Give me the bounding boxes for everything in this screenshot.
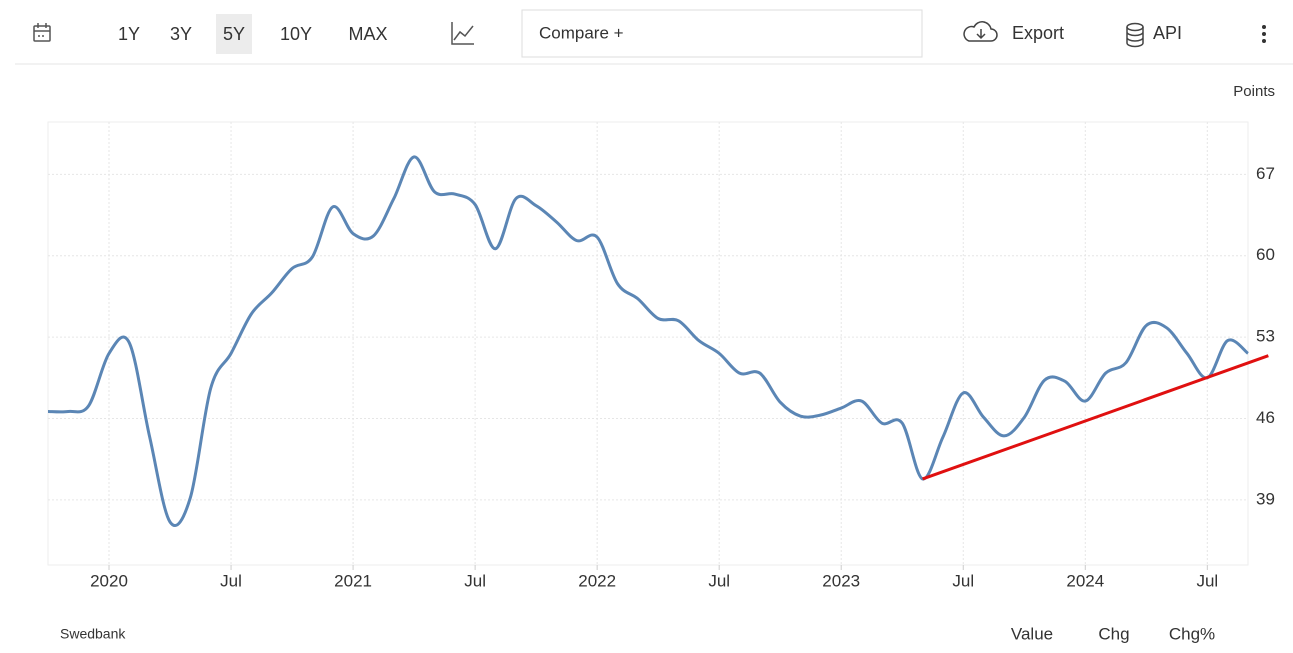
x-tick-label: Jul: [220, 571, 242, 590]
range-button[interactable]: MAX: [348, 24, 387, 44]
api-label: API: [1153, 23, 1182, 43]
data-line: [47, 155, 1249, 528]
y-tick-label: 39: [1256, 489, 1275, 508]
y-tick-label: 53: [1256, 327, 1275, 346]
x-tick-label: Jul: [464, 571, 486, 590]
export-label: Export: [1012, 23, 1064, 43]
toolbar: 1Y 3Y 5Y 10Y MAX Compare + Export API: [15, 9, 1293, 65]
range-button[interactable]: 10Y: [280, 24, 312, 44]
range-button[interactable]: 5Y: [223, 24, 245, 44]
x-tick-label: 2023: [822, 571, 860, 590]
chart-type-icon[interactable]: [451, 22, 474, 45]
x-tick-label: 2021: [334, 571, 372, 590]
range-active-bg: [216, 14, 252, 54]
view-tab[interactable]: Chg%: [1169, 624, 1215, 643]
x-tick-label: Jul: [708, 571, 730, 590]
compare-placeholder: Compare +: [539, 23, 624, 42]
view-tab[interactable]: Chg: [1098, 624, 1129, 643]
trend-line: [922, 354, 1269, 481]
y-tick-label: 46: [1256, 408, 1275, 427]
source: Swedbank: [60, 626, 126, 642]
unit-label: Points: [1233, 83, 1275, 100]
more-menu[interactable]: [1262, 25, 1266, 43]
api-button[interactable]: API: [1126, 22, 1182, 48]
x-tick-label: 2020: [90, 571, 128, 590]
x-tick-label: Jul: [952, 571, 974, 590]
range-button[interactable]: 1Y: [118, 24, 140, 44]
view-tab[interactable]: Value: [1011, 624, 1053, 643]
x-tick-label: 2022: [578, 571, 616, 590]
range-button[interactable]: 3Y: [170, 24, 192, 44]
x-tick-label: Jul: [1196, 571, 1218, 590]
export-button[interactable]: Export: [963, 21, 1064, 43]
x-tick-label: 2024: [1066, 571, 1104, 590]
view-tabs: Value Chg Chg%: [1011, 624, 1215, 643]
calendar-icon[interactable]: [33, 23, 51, 42]
y-tick-label: 60: [1256, 245, 1275, 264]
y-tick-label: 67: [1256, 164, 1275, 183]
plot: 39 46 53 60 67 2020 Jul 2021 Jul 2022 Jul 2023 Jul 20…: [47, 121, 1275, 590]
compare-input[interactable]: [521, 9, 923, 58]
plot-frame: [47, 121, 1249, 566]
